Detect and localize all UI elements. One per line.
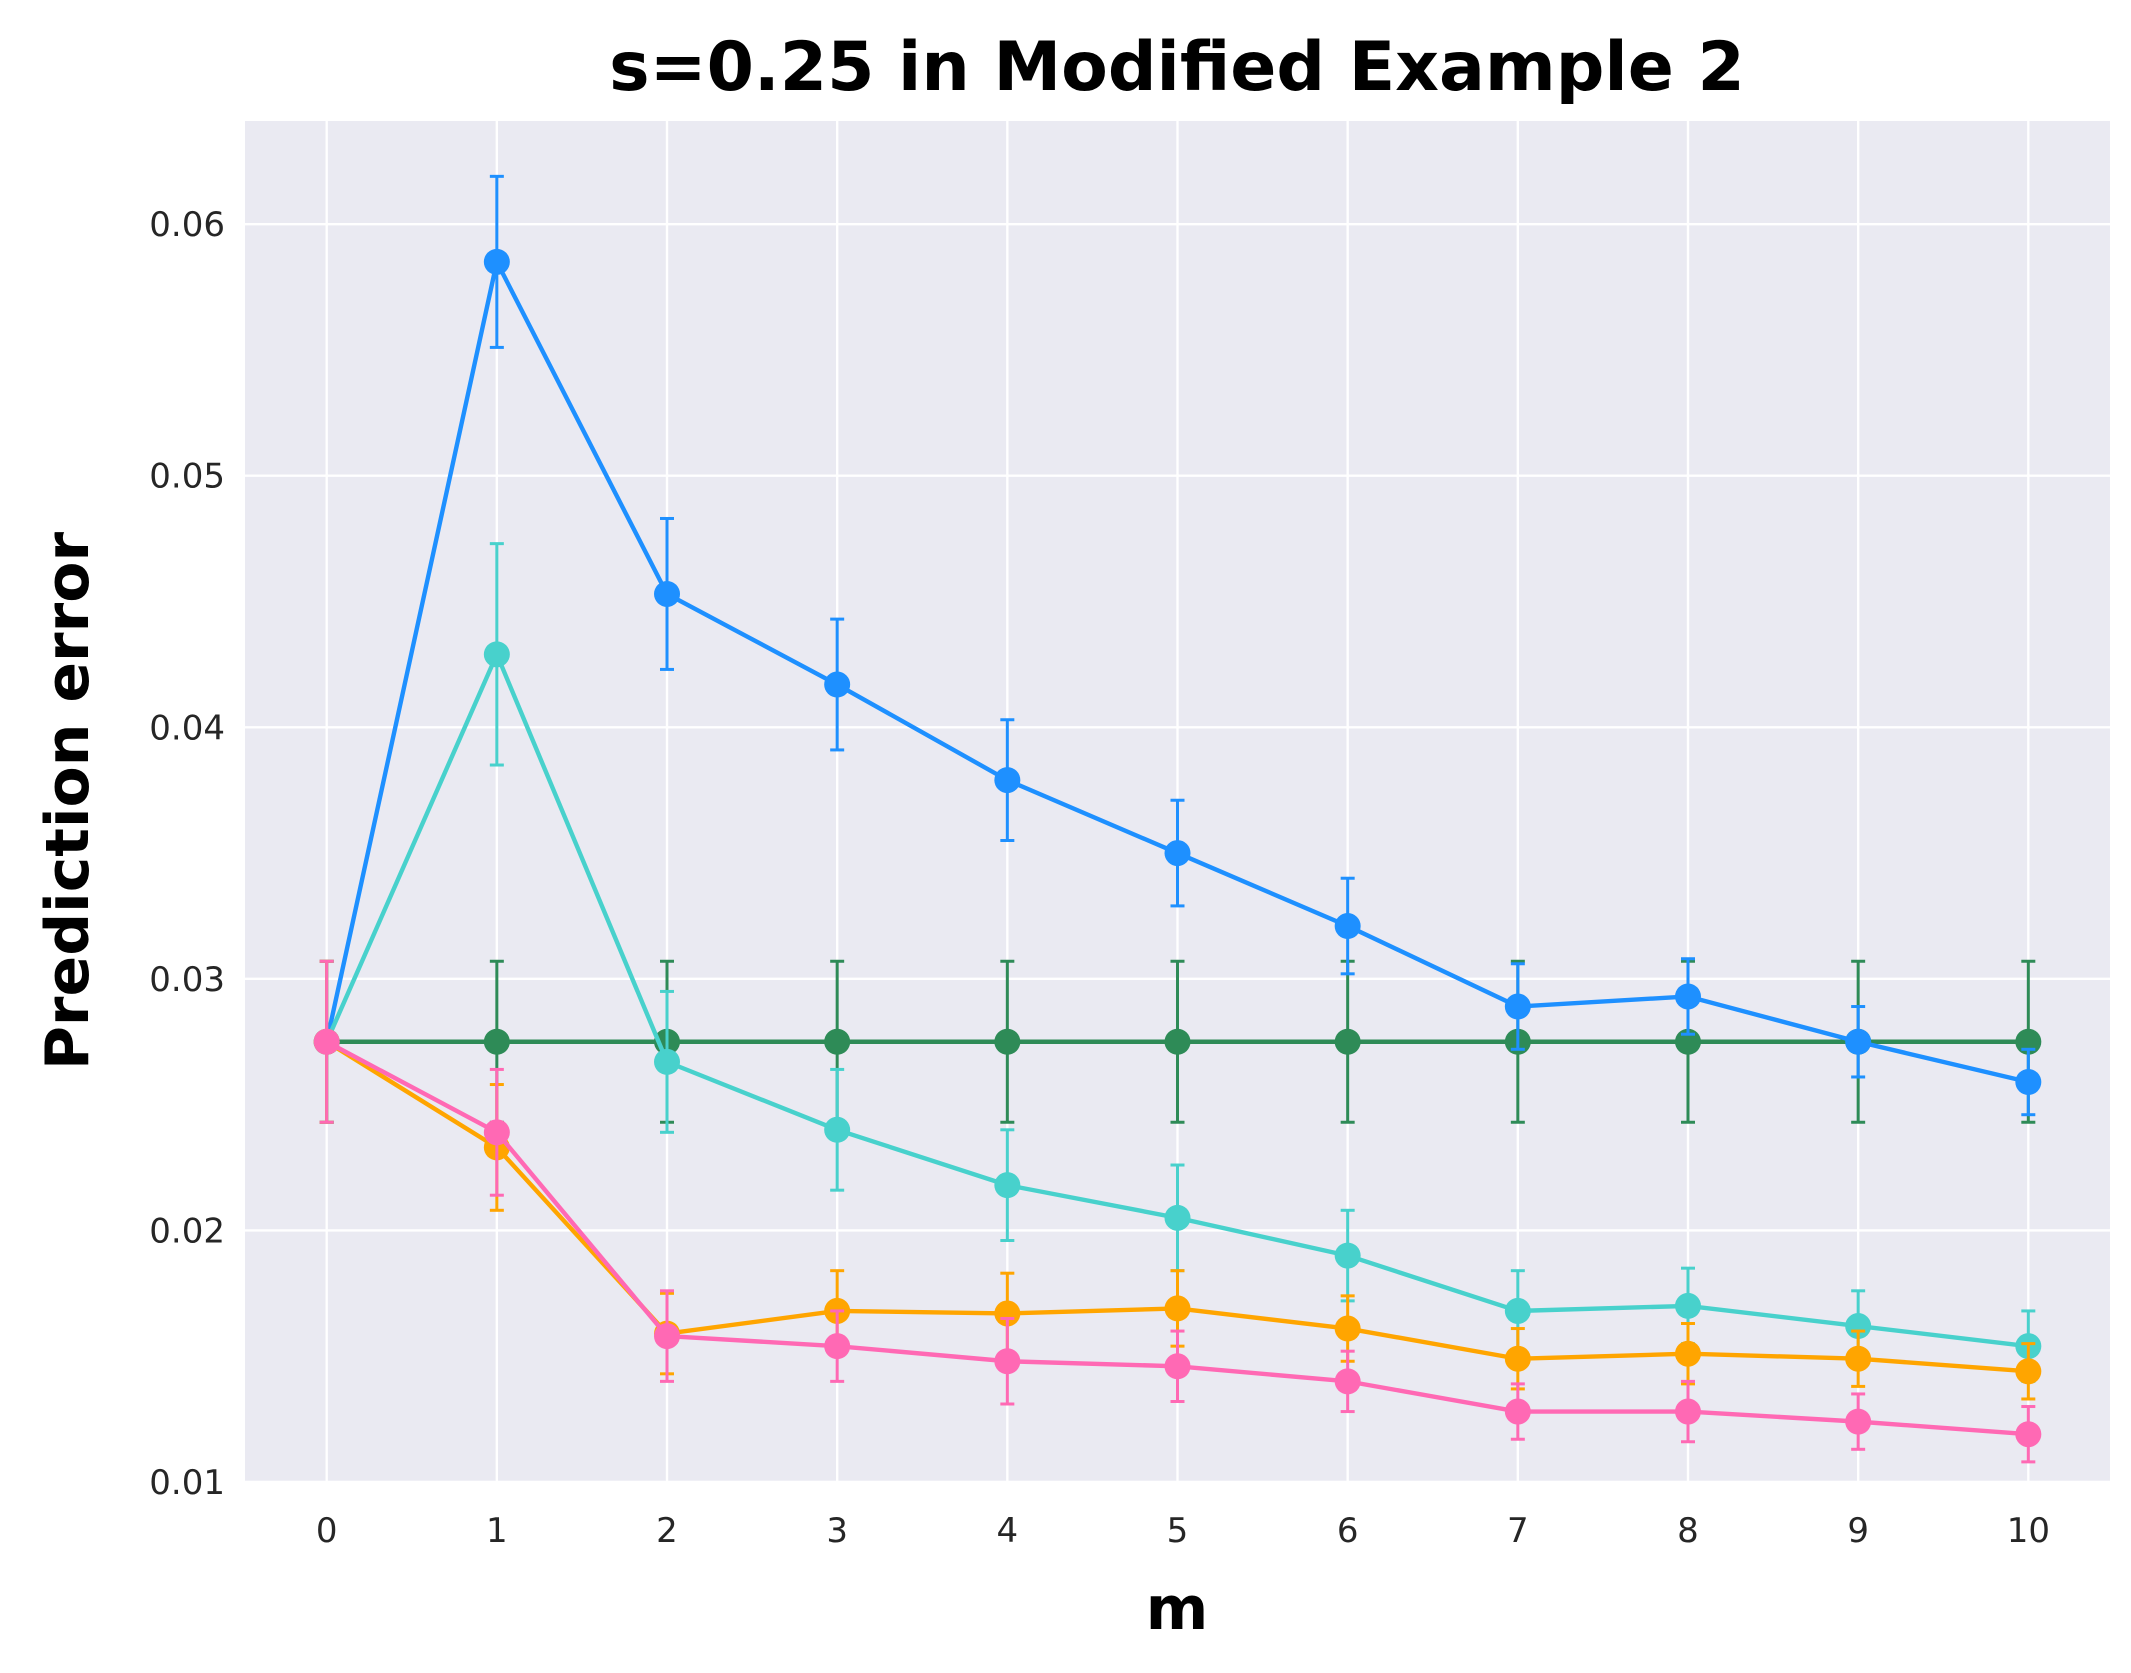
data-point xyxy=(1504,993,1531,1020)
data-point xyxy=(1845,1028,1872,1055)
data-point xyxy=(1845,1408,1872,1435)
data-point xyxy=(1504,1345,1531,1372)
y-tick-label: 0.04 xyxy=(149,708,225,748)
x-tick-label: 3 xyxy=(826,1511,848,1551)
y-axis-label: Prediction error xyxy=(33,532,103,1071)
x-tick-label: 5 xyxy=(1167,1511,1189,1551)
series-5 xyxy=(313,959,2042,1464)
data-point xyxy=(1845,1345,1872,1372)
x-axis-label: m xyxy=(1146,1574,1209,1644)
data-point xyxy=(1334,1242,1361,1269)
y-tick-label: 0.06 xyxy=(149,205,225,245)
data-point xyxy=(824,1333,851,1360)
x-tick-label: 10 xyxy=(2007,1511,2050,1551)
data-point xyxy=(1334,1315,1361,1342)
tick-labels: 0 1 2 3 4 5 6 7 8 9 10 0.01 0.02 0.03 0.04 0.05 0.06 xyxy=(149,205,2050,1551)
data-point xyxy=(1674,983,1701,1010)
series-2 xyxy=(313,174,2042,1124)
x-tick-label: 6 xyxy=(1337,1511,1359,1551)
data-point xyxy=(483,1028,510,1055)
data-point xyxy=(313,1028,340,1055)
data-point xyxy=(1164,1353,1191,1380)
series-1 xyxy=(313,959,2042,1124)
x-tick-label: 2 xyxy=(656,1511,678,1551)
data-point xyxy=(1504,1398,1531,1425)
data-point xyxy=(654,1048,681,1075)
y-tick-label: 0.03 xyxy=(149,960,225,1000)
data-point xyxy=(994,1348,1021,1375)
y-tick-label: 0.01 xyxy=(149,1463,225,1503)
data-point xyxy=(483,1119,510,1146)
data-point xyxy=(1164,840,1191,867)
data-point xyxy=(1504,1297,1531,1324)
data-point xyxy=(1334,913,1361,940)
data-point xyxy=(994,1028,1021,1055)
data-point xyxy=(2015,1421,2042,1448)
data-point xyxy=(1334,1028,1361,1055)
data-point xyxy=(994,767,1021,794)
data-point xyxy=(824,671,851,698)
data-point xyxy=(654,580,681,607)
data-point xyxy=(824,1116,851,1143)
data-point xyxy=(2015,1069,2042,1096)
x-tick-label: 9 xyxy=(1847,1511,1869,1551)
data-point xyxy=(483,641,510,668)
x-tick-label: 7 xyxy=(1507,1511,1529,1551)
data-point xyxy=(994,1172,1021,1199)
data-point xyxy=(2015,1358,2042,1385)
chart-title: s=0.25 in Modified Example 2 xyxy=(609,28,1745,107)
data-point xyxy=(1674,1340,1701,1367)
data-point xyxy=(1674,1292,1701,1319)
x-tick-label: 4 xyxy=(997,1511,1019,1551)
x-tick-label: 0 xyxy=(316,1511,338,1551)
y-tick-label: 0.02 xyxy=(149,1211,225,1251)
data-point xyxy=(1164,1204,1191,1231)
data-point xyxy=(1334,1368,1361,1395)
data-point xyxy=(1164,1295,1191,1322)
x-tick-label: 8 xyxy=(1677,1511,1699,1551)
data-point xyxy=(824,1028,851,1055)
x-tick-label: 1 xyxy=(486,1511,508,1551)
data-point xyxy=(654,1323,681,1350)
data-point xyxy=(483,248,510,275)
data-point xyxy=(1164,1028,1191,1055)
y-tick-label: 0.05 xyxy=(149,457,225,497)
data-point xyxy=(1674,1398,1701,1425)
series-layer xyxy=(313,174,2042,1464)
